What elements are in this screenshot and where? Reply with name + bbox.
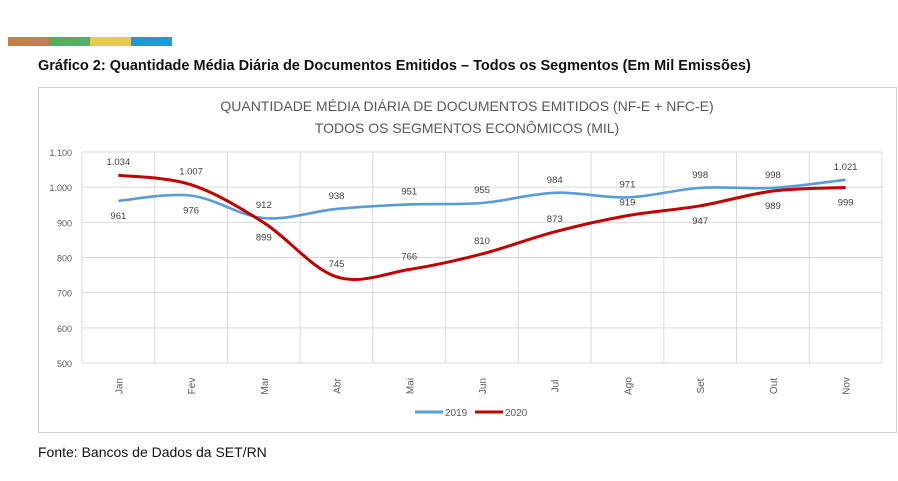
data-label-2019: 998: [692, 170, 708, 181]
data-label-2019: 961: [110, 211, 126, 222]
series-line-2019: [118, 178, 846, 220]
data-label-2019: 971: [620, 179, 636, 190]
data-label-2019: 912: [256, 200, 272, 211]
color-bar-3: [90, 37, 131, 46]
y-tick-label: 900: [57, 218, 72, 228]
y-tick-label: 1.000: [49, 183, 72, 193]
data-label-2020: 1.007: [179, 167, 203, 178]
y-tick-label: 700: [57, 289, 72, 299]
data-label-2020: 989: [765, 201, 781, 212]
x-tick-label: Mai: [405, 378, 416, 394]
data-label-2020: 899: [256, 233, 272, 244]
figure-caption: Gráfico 2: Quantidade Média Diária de Do…: [38, 58, 751, 74]
data-label-2020: 919: [620, 198, 636, 209]
x-tick-label: Out: [769, 378, 780, 394]
source-note: Fonte: Bancos de Dados da SET/RN: [38, 444, 267, 460]
legend-label-2020: 2020: [505, 408, 528, 419]
color-bar-2: [49, 37, 90, 46]
x-tick-label: Fev: [187, 378, 198, 395]
data-label-2019: 998: [765, 170, 781, 181]
data-label-2019: 1.021: [834, 162, 858, 173]
data-label-2020: 873: [547, 214, 563, 225]
data-label-2020: 1.034: [106, 157, 130, 168]
x-tick-label: Nov: [842, 377, 853, 395]
x-tick-label: Set: [696, 378, 707, 393]
series-line-2020: [118, 173, 846, 281]
y-tick-label: 1.100: [49, 148, 72, 158]
data-label-2020: 766: [401, 251, 417, 262]
data-label-2020: 745: [329, 259, 345, 270]
x-tick-label: Jan: [114, 378, 125, 394]
x-tick-label: Mar: [260, 377, 271, 395]
data-label-2020: 999: [838, 198, 854, 209]
legend-label-2019: 2019: [445, 408, 468, 419]
chart-frame: [38, 87, 897, 433]
x-tick-label: Jul: [551, 380, 562, 393]
x-tick-label: Jun: [478, 378, 489, 394]
color-bar-1: [8, 37, 49, 46]
y-tick-label: 500: [57, 359, 72, 369]
chart-title-line-1: QUANTIDADE MÉDIA DIÁRIA DE DOCUMENTOS EM…: [220, 98, 713, 114]
x-tick-label: Abr: [333, 378, 344, 394]
data-label-2019: 984: [547, 175, 563, 186]
y-tick-label: 600: [57, 324, 72, 334]
data-label-2020: 947: [692, 216, 708, 227]
data-label-2020: 810: [474, 236, 490, 247]
y-tick-label: 800: [57, 254, 72, 264]
chart-title-line-2: TODOS OS SEGMENTOS ECONÔMICOS (MIL): [315, 120, 619, 136]
data-label-2019: 955: [474, 185, 490, 196]
x-tick-label: Ago: [623, 377, 634, 395]
data-label-2019: 951: [401, 186, 417, 197]
data-label-2019: 976: [183, 206, 199, 217]
color-bar-4: [131, 37, 172, 46]
data-label-2019: 938: [329, 191, 345, 202]
